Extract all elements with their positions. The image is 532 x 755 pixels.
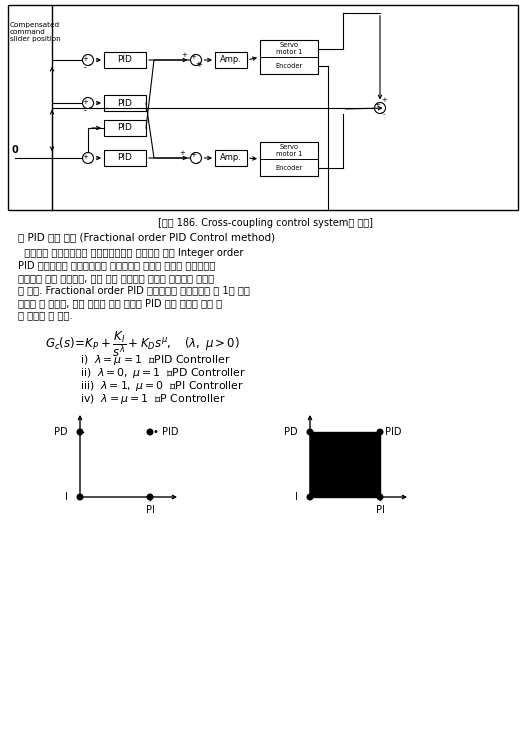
Text: 현존하는 서보프레스의 제어시스템에서 사용하고 있는 Integer order: 현존하는 서보프레스의 제어시스템에서 사용하고 있는 Integer orde… (18, 248, 244, 258)
Text: PID: PID (385, 427, 402, 437)
Text: +: + (82, 154, 88, 160)
Text: +: + (190, 54, 196, 60)
Text: iii)  $\lambda = 1,\;\mu = 0$  ：PI Controller: iii) $\lambda = 1,\;\mu = 0$ ：PI Control… (80, 379, 244, 393)
Circle shape (375, 103, 386, 113)
Text: I: I (295, 492, 298, 502)
Text: 0: 0 (12, 145, 19, 155)
Text: [그림 186. Cross-coupling control system의 구조]: [그림 186. Cross-coupling control system의 … (159, 218, 373, 228)
Text: +: + (195, 61, 201, 67)
Text: Encoder: Encoder (276, 63, 303, 69)
Circle shape (307, 495, 313, 500)
Bar (8, 5, 518, 210)
Text: 표현할 수 있으며, 다음 그림을 통해 기존의 PID 제어 방법과 다른 점: 표현할 수 있으며, 다음 그림을 통해 기존의 PID 제어 방법과 다른 점 (18, 298, 222, 308)
Bar (260, 142, 318, 176)
Text: -: - (84, 106, 86, 116)
Bar (104, 150, 146, 166)
Bar (215, 150, 247, 166)
Text: PD: PD (54, 427, 68, 437)
Text: -: - (89, 159, 92, 165)
Text: Amp.: Amp. (220, 56, 242, 64)
Text: +: + (179, 150, 185, 156)
Text: 수 있다. Fractional order PID 제어방법의 전달함수는 식 1과 같이: 수 있다. Fractional order PID 제어방법의 전달함수는 식… (18, 285, 250, 295)
Text: PID: PID (118, 98, 132, 107)
Text: PD: PD (285, 427, 298, 437)
Text: +: + (181, 52, 187, 58)
Text: PID: PID (118, 124, 132, 132)
Text: -: - (381, 109, 383, 115)
Circle shape (190, 153, 202, 164)
Text: PI: PI (376, 505, 385, 515)
Text: PID 제어방법의 확장이론으로 슬라이드의 위치와 속도가 프로그램을: PID 제어방법의 확장이론으로 슬라이드의 위치와 속도가 프로그램을 (18, 260, 215, 270)
Text: +: + (381, 97, 387, 103)
Text: PID: PID (118, 153, 132, 162)
Text: I: I (65, 492, 68, 502)
Text: iv)  $\lambda = \mu = 1$  ：P Controller: iv) $\lambda = \mu = 1$ ：P Controller (80, 392, 226, 406)
Text: -: - (89, 104, 92, 110)
Circle shape (82, 97, 94, 109)
Text: Servo
motor 1: Servo motor 1 (276, 144, 302, 157)
Circle shape (190, 54, 202, 66)
Text: +: + (82, 56, 88, 62)
Text: 을 비교할 수 있다.: 을 비교할 수 있다. (18, 310, 73, 321)
Bar (260, 40, 318, 74)
Bar (310, 432, 380, 497)
Text: Compensated
command
slider position: Compensated command slider position (10, 22, 61, 42)
Bar (104, 52, 146, 68)
Text: -: - (383, 111, 385, 117)
Text: Encoder: Encoder (276, 165, 303, 171)
Bar (215, 52, 247, 68)
Circle shape (377, 429, 383, 435)
Text: $G_c(s)\!=\!K_P + \dfrac{K_I}{s^{\lambda}} + K_D s^{\mu},\quad(\lambda,\;\mu > 0: $G_c(s)\!=\!K_P + \dfrac{K_I}{s^{\lambda… (45, 329, 240, 359)
Circle shape (82, 54, 94, 66)
Circle shape (377, 495, 383, 500)
Text: • PID: • PID (153, 427, 179, 437)
Circle shape (307, 429, 313, 435)
Text: -: - (89, 61, 92, 67)
Bar (104, 95, 146, 111)
Circle shape (147, 429, 153, 435)
Text: +: + (190, 152, 196, 158)
Text: ii)  $\lambda = 0,\;\mu = 1$  ：PD Controller: ii) $\lambda = 0,\;\mu = 1$ ：PD Controll… (80, 366, 246, 380)
Bar (104, 120, 146, 136)
Circle shape (77, 495, 83, 500)
Text: +: + (82, 99, 88, 105)
Text: +: + (196, 62, 202, 68)
Text: PID: PID (118, 56, 132, 64)
Text: 이용하여 변화 가능하며, 이를 통해 슬라이드 모션의 최적화를 개선할: 이용하여 변화 가능하며, 이를 통해 슬라이드 모션의 최적화를 개선할 (18, 273, 214, 283)
Circle shape (147, 495, 153, 500)
Text: i)  $\lambda = \mu = 1$  ：PID Controller: i) $\lambda = \mu = 1$ ：PID Controller (80, 353, 231, 367)
Text: -: - (84, 63, 86, 72)
Circle shape (82, 153, 94, 164)
Circle shape (77, 429, 83, 435)
Text: Servo
motor 1: Servo motor 1 (276, 42, 302, 55)
Text: PI: PI (146, 505, 154, 515)
Text: Amp.: Amp. (220, 153, 242, 162)
Text: -: - (197, 159, 200, 165)
Text: +: + (374, 102, 380, 108)
Text: ㊐ PID 제어 방식 (Fractional order PID Control method): ㊐ PID 제어 방식 (Fractional order PID Contro… (18, 232, 275, 242)
